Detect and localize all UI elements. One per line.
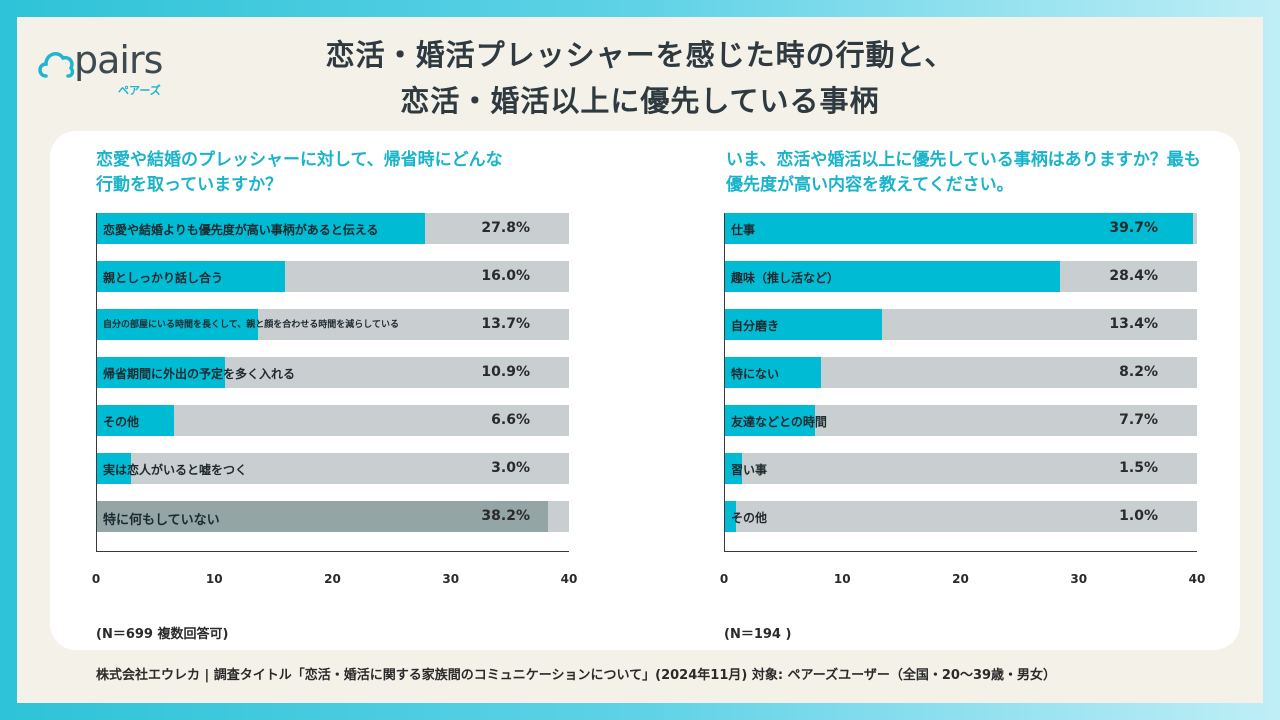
bar: [96, 261, 286, 292]
bar: [96, 213, 425, 244]
bar: [724, 405, 816, 436]
title-line-1: 恋活・婚活プレッシャーを感じた時の行動と、: [325, 38, 955, 72]
data-label: 13.4%: [1109, 316, 1158, 332]
chart-question-line: いま、恋活や婚活以上に優先している事柄はありますか？最も優先度が高い内容を教えて…: [726, 150, 1201, 195]
pairs-logo: pairs ペアーズ: [36, 38, 186, 98]
x-axis-line: [724, 551, 1197, 552]
brand-sub: ペアーズ: [118, 84, 161, 97]
bar-label: 自分の部屋にいる時間を長くして、親と顔を合わせる時間を減らしている: [103, 320, 400, 330]
data-label: 1.0%: [1119, 508, 1158, 524]
x-tick-label: 40: [1188, 572, 1206, 586]
x-tick-label: 20: [324, 572, 341, 586]
bar-label: 特に何もしていない: [103, 513, 220, 528]
bar-label: 帰省期間に外出の予定を多く入れる: [103, 367, 296, 381]
bar: [724, 501, 736, 532]
x-tick-label: 10: [833, 572, 851, 586]
x-tick-label: 0: [91, 572, 101, 586]
bar-background: [724, 453, 1197, 484]
cloud-heart-icon: [38, 52, 75, 78]
x-tick-label: 20: [952, 572, 969, 586]
data-label: 8.2%: [1119, 364, 1158, 380]
sample-size-note: (N＝194 ): [724, 627, 792, 642]
brand-name: pairs: [74, 38, 163, 82]
bar: [96, 357, 225, 388]
x-axis-line: [96, 551, 569, 552]
footer-source: 株式会社エウレカ | 調査タイトル「恋活・婚活に関する家族間のコミュニケーション…: [96, 668, 1057, 683]
bar-label: その他: [103, 415, 140, 429]
y-axis-line: [724, 213, 725, 551]
bar: [724, 261, 1060, 292]
data-label: 7.7%: [1119, 412, 1158, 428]
bar-label: 恋愛や結婚よりも優先度が高い事柄があると伝える: [103, 223, 379, 237]
data-label: 3.0%: [491, 460, 530, 476]
data-label: 13.7%: [481, 316, 530, 332]
bar: [724, 213, 1194, 244]
y-axis-line: [96, 213, 97, 551]
bar: [96, 453, 132, 484]
bar-label: 自分磨き: [731, 319, 780, 333]
bar-background: [96, 405, 569, 436]
data-label: 10.9%: [481, 364, 530, 380]
bar: [724, 357, 821, 388]
x-tick-label: 30: [1070, 572, 1088, 586]
data-label: 1.5%: [1119, 460, 1158, 476]
bar-label: 仕事: [731, 223, 756, 237]
bar: [96, 501, 548, 532]
chart-question: いま、恋活や婚活以上に優先している事柄はありますか？最も優先度が高い内容を教えて…: [726, 148, 1206, 198]
bar-label: 特にない: [731, 367, 780, 381]
bar-background: [96, 453, 569, 484]
bar: [96, 309, 258, 340]
bar-label: 趣味（推し活など）: [731, 271, 840, 285]
data-label: 27.8%: [481, 220, 530, 236]
data-label: 39.7%: [1109, 220, 1158, 236]
bar-label: 実は恋人がいると嘘をつく: [103, 463, 248, 477]
bar-label: その他: [731, 511, 768, 525]
data-label: 38.2%: [481, 508, 530, 524]
data-label: 16.0%: [481, 268, 530, 284]
bar-label: 友達などとの時間: [731, 415, 827, 429]
chart-question-line: 行動を取っていますか？: [96, 175, 283, 195]
bar: [96, 405, 175, 436]
bar-label: 習い事: [731, 463, 768, 477]
chart-question: 恋愛や結婚のプレッシャーに対して、帰省時にどんな 行動を取っていますか？: [96, 148, 616, 198]
title-line-2: 恋活・婚活以上に優先している事柄: [400, 84, 880, 118]
x-tick-label: 40: [560, 572, 578, 586]
bar-background: [724, 501, 1197, 532]
x-tick-label: 30: [442, 572, 460, 586]
data-label: 6.6%: [491, 412, 530, 428]
sample-size-note: (N＝699 複数回答可): [96, 627, 229, 642]
bar: [724, 309, 883, 340]
chart-question-line: 恋愛や結婚のプレッシャーに対して、帰省時にどんな: [96, 150, 503, 170]
x-tick-label: 0: [719, 572, 729, 586]
data-label: 28.4%: [1109, 268, 1158, 284]
bar-label: 親としっかり話し合う: [103, 271, 224, 285]
page-title: 恋活・婚活プレッシャーを感じた時の行動と、 恋活・婚活以上に優先している事柄: [200, 32, 1080, 124]
bar: [724, 453, 742, 484]
x-tick-label: 10: [205, 572, 223, 586]
